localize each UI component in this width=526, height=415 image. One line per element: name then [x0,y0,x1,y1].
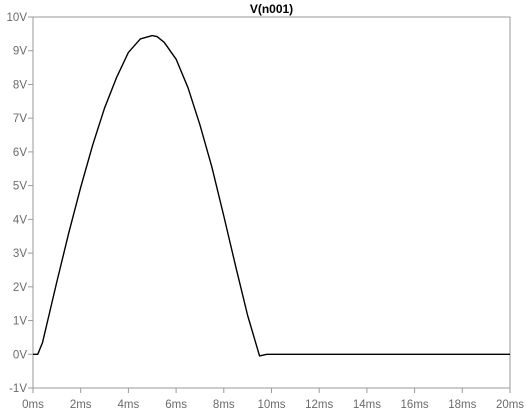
y-tick-label: 8V [13,79,27,91]
x-tick-label: 4ms [118,399,140,411]
y-tick-label: 3V [13,248,27,260]
y-tick-label: 4V [13,214,27,226]
y-tick-label: 7V [13,113,27,125]
x-tick-label: 16ms [401,399,429,411]
x-tick-label: 12ms [305,399,333,411]
y-tick-label: 0V [13,349,27,361]
plot-area[interactable] [33,34,510,357]
y-tick-label: 1V [13,316,27,328]
x-tick-label: 10ms [257,399,285,411]
y-tick-label: 10V [7,12,28,24]
y-tick-label: 6V [13,147,27,159]
y-tick-label: 2V [13,282,27,294]
x-tick-label: 0ms [22,399,44,411]
x-tick-label: 14ms [353,399,381,411]
chart-title: V(n001) [250,2,293,16]
x-tick-label: 6ms [165,399,187,411]
x-tick-label: 18ms [448,399,476,411]
y-axis: -1V 0V 1V 2V 3V 4V 5V 6V 7V 8V 9V 10V [7,12,33,395]
x-axis: 0ms 2ms 4ms 6ms 8ms 10ms 12ms 14ms 16ms 18ms 20ms [22,388,524,411]
x-tick-label: 20ms [496,399,524,411]
plot-frame [32,16,511,389]
x-tick-label: 2ms [70,399,92,411]
y-tick-label: -1V [9,383,27,395]
trace-v-n001-line[interactable] [33,34,510,357]
y-tick-label: 5V [13,181,27,193]
y-tick-label: 9V [13,46,27,58]
x-tick-label: 8ms [213,399,235,411]
